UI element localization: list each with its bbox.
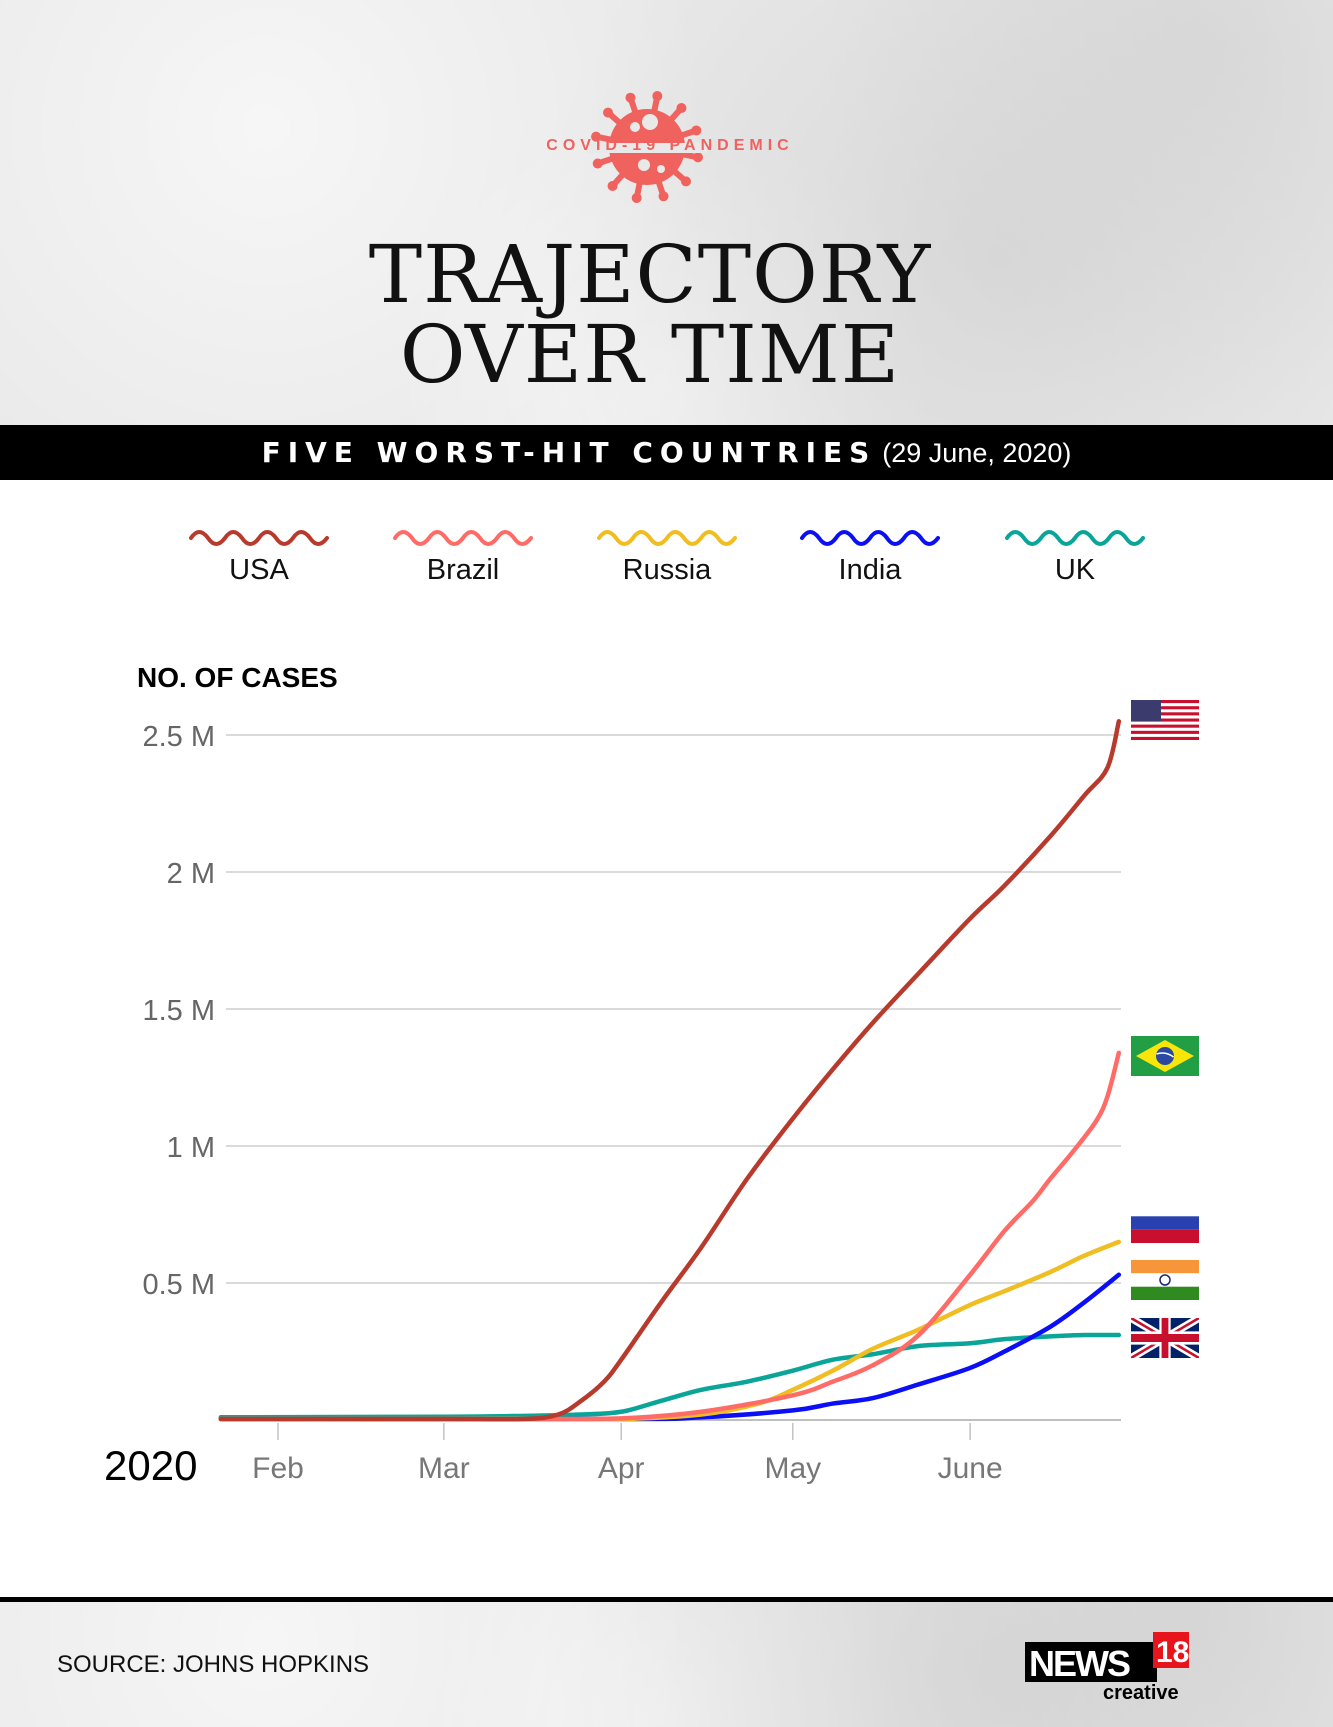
page-title-line2: OVER TIME — [399, 308, 901, 401]
india-flag-icon — [1131, 1260, 1199, 1300]
kicker-label: COVID-19 PANDEMIC — [546, 137, 794, 154]
y-tick-label: 0.5 M — [142, 1269, 215, 1301]
virus-icon — [587, 91, 707, 203]
legend-item-brazil: Brazil — [383, 530, 543, 587]
legend-item-usa: USA — [179, 530, 339, 587]
subtitle-band: FIVE WORST-HIT COUNTRIES (29 June, 2020) — [0, 425, 1333, 480]
legend-wave-icon — [393, 530, 533, 546]
legend-wave-icon — [800, 530, 940, 546]
legend-label: UK — [1054, 554, 1096, 586]
y-tick-label: 1 M — [167, 1132, 215, 1164]
page-title-line1: TRAJECTORY — [368, 228, 932, 321]
legend-item-india: India — [790, 530, 950, 587]
series-line-brazil — [218, 1050, 1122, 1422]
y-tick-label: 2 M — [167, 858, 215, 890]
uk-flag-icon — [1131, 1318, 1199, 1358]
svg-text:NEWS: NEWS — [1029, 1643, 1130, 1684]
series-line-uk — [218, 1332, 1122, 1420]
line-chart: 0.5 M 1 M 1.5 M 2 M 2.5 M Feb Mar Apr May June — [142, 719, 1122, 1485]
legend-wave-icon — [1005, 530, 1145, 546]
svg-text:18: 18 — [1156, 1636, 1189, 1669]
legend-label: Brazil — [426, 554, 500, 586]
news18-creative-logo: NEWS 18 creative — [1025, 1632, 1189, 1702]
legend-wave-icon — [189, 530, 329, 546]
svg-text:creative: creative — [1103, 1682, 1179, 1702]
y-tick-label: 1.5 M — [142, 995, 215, 1027]
legend-item-russia: Russia — [587, 530, 747, 587]
series-line-usa — [218, 719, 1122, 1422]
x-tick-label: June — [938, 1452, 1003, 1485]
x-axis-year-label: 2020 — [104, 1442, 198, 1489]
header-background — [0, 0, 1333, 425]
russia-flag-icon — [1131, 1203, 1199, 1243]
x-tick-label: Feb — [252, 1452, 304, 1485]
legend-wave-icon — [597, 530, 737, 546]
legend-label: Russia — [622, 554, 712, 586]
subtitle: FIVE WORST-HIT COUNTRIES — [261, 436, 877, 469]
usa-flag-icon — [1131, 700, 1199, 740]
legend-label: India — [838, 554, 902, 586]
y-tick-label: 2.5 M — [142, 721, 215, 753]
x-tick-label: May — [764, 1452, 821, 1485]
x-tick-label: Apr — [598, 1452, 645, 1485]
series-line-russia — [218, 1239, 1122, 1422]
legend-label: USA — [229, 554, 289, 586]
source-credit: SOURCE: JOHNS HOPKINS — [57, 1651, 370, 1678]
subtitle-date: (29 June, 2020) — [882, 438, 1072, 468]
brazil-flag-icon — [1131, 1036, 1199, 1076]
x-tick-label: Mar — [418, 1452, 470, 1485]
y-axis-label: NO. OF CASES — [137, 662, 338, 693]
legend-item-uk: UK — [995, 530, 1155, 587]
